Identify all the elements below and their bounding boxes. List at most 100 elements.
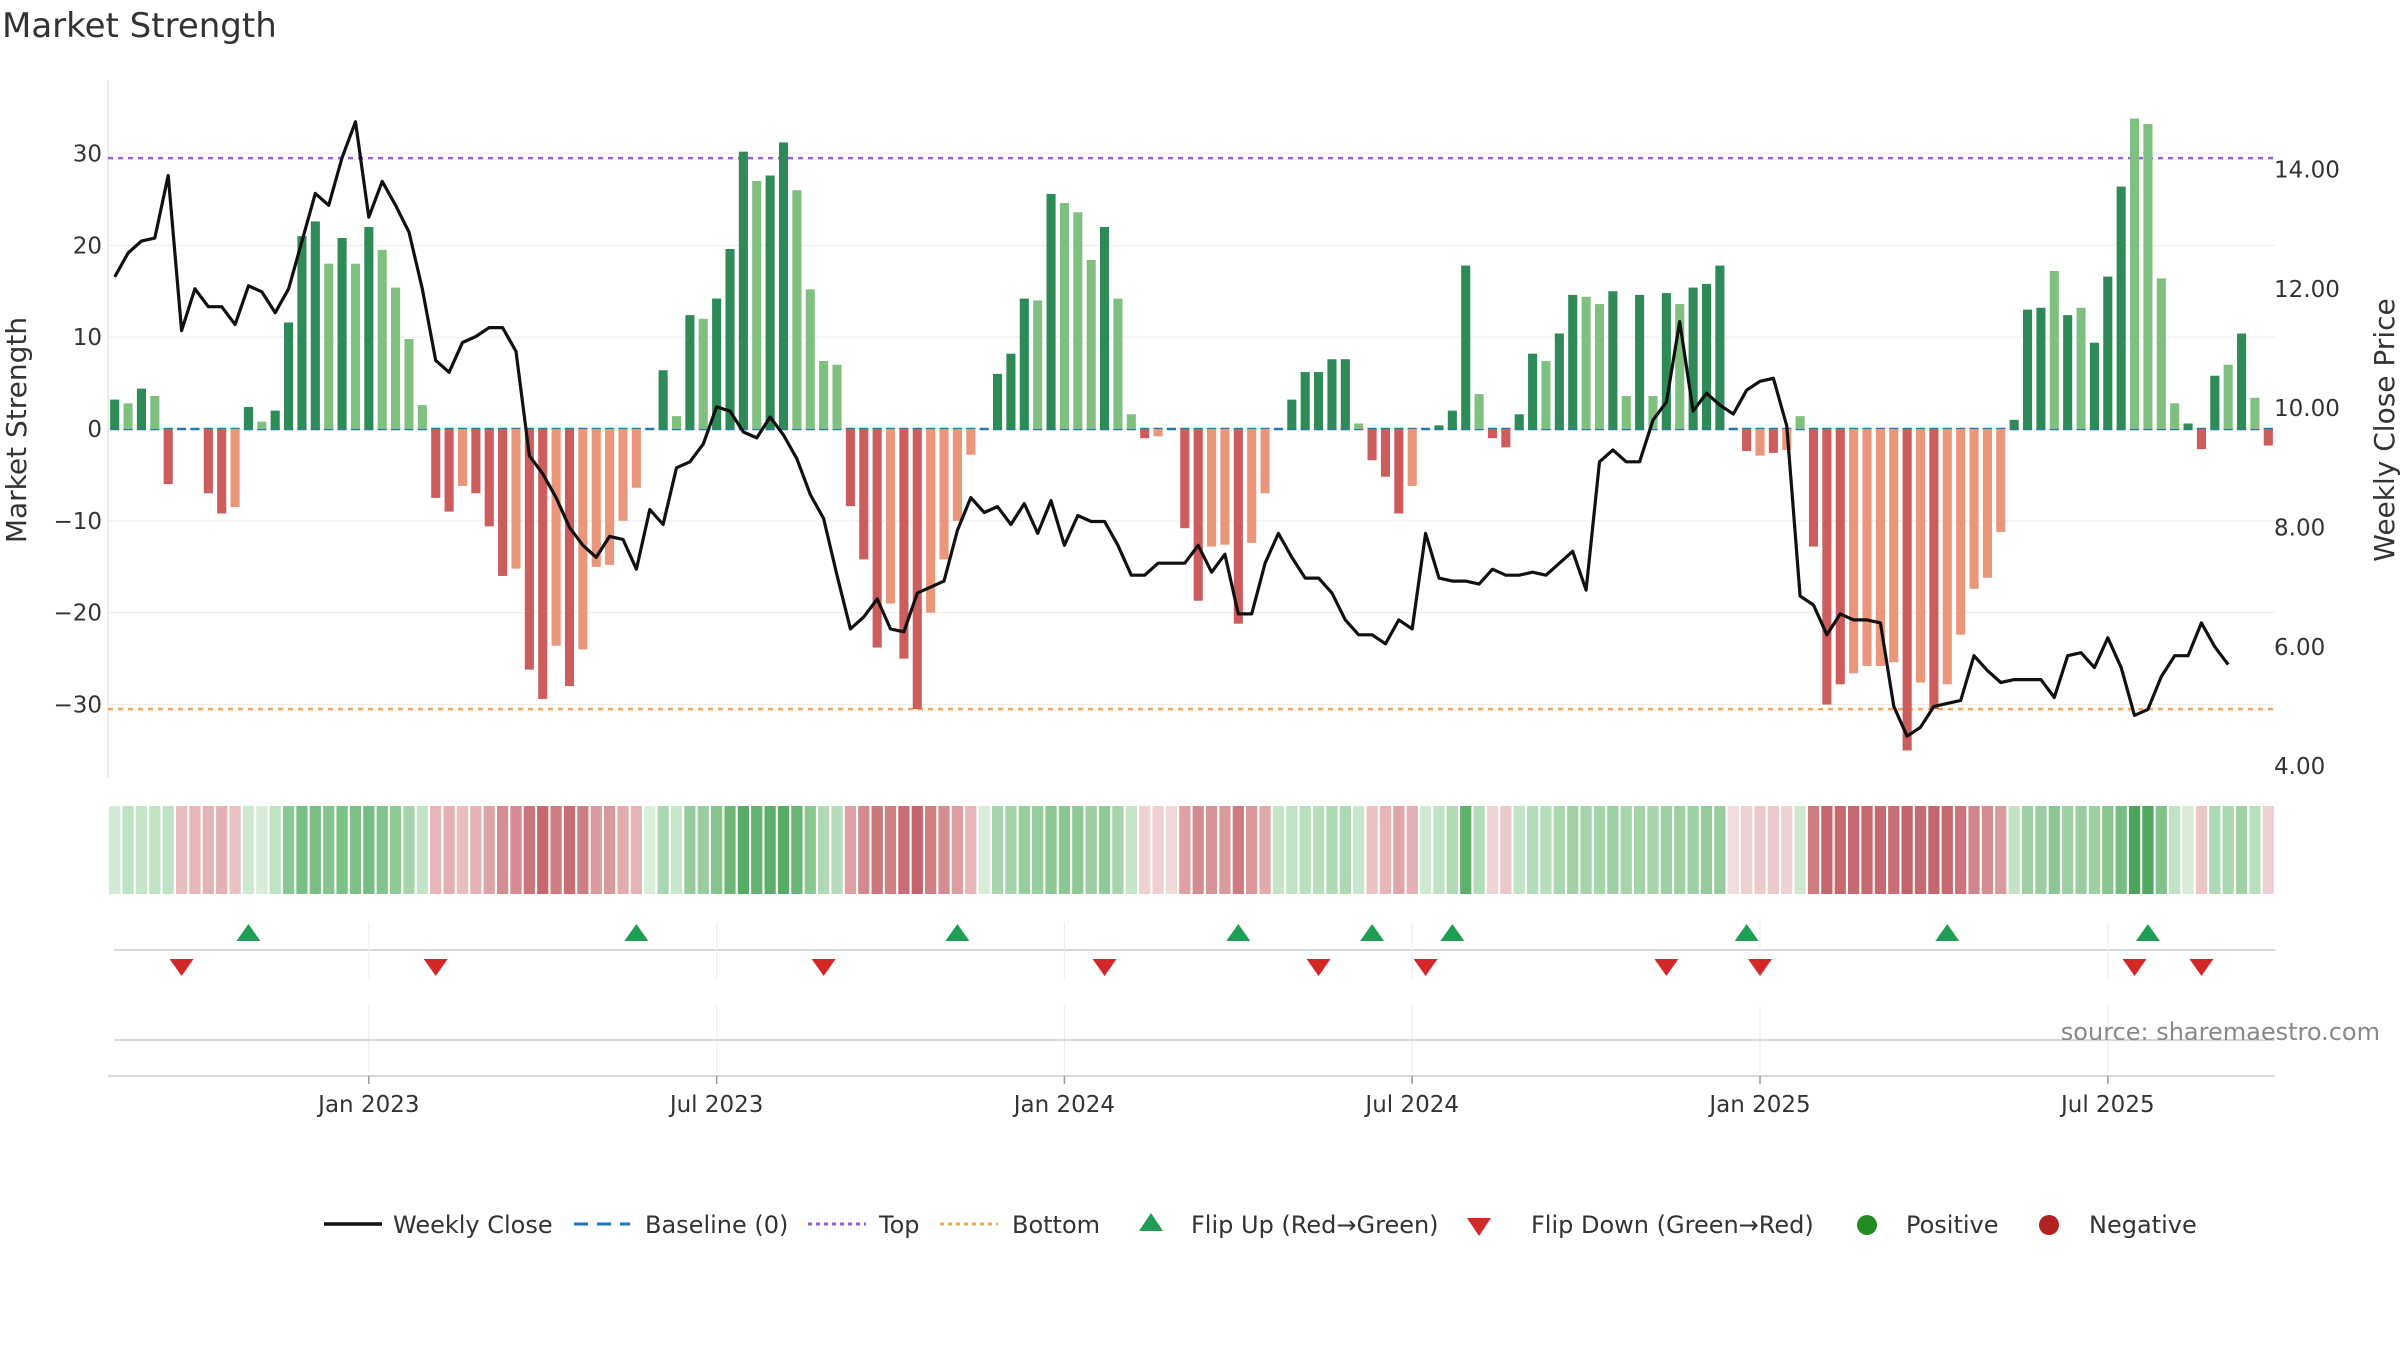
strength-bar <box>966 429 976 455</box>
strip-cell <box>604 806 616 894</box>
strip-cell <box>577 806 589 894</box>
x-tick-label: Jan 2025 <box>1707 1092 1810 1118</box>
strength-bar <box>952 429 962 521</box>
strength-bar <box>1929 429 1939 710</box>
strength-bar <box>484 429 494 527</box>
strength-bar <box>1541 361 1551 429</box>
strength-bar <box>1140 429 1150 439</box>
strength-bar <box>872 429 882 648</box>
strip-cell <box>537 806 549 894</box>
strip-cell <box>2182 806 2194 894</box>
strip-cell <box>1607 806 1619 894</box>
x-tick-label: Jan 2024 <box>1012 1092 1115 1118</box>
strength-bar <box>1407 429 1417 486</box>
flip-down-marker <box>1306 959 1331 976</box>
strip-cell <box>1139 806 1151 894</box>
strip-cell <box>1085 806 1097 894</box>
empty-panel <box>114 1005 2275 1072</box>
strength-bar <box>2063 315 2073 429</box>
strip-cell <box>1807 806 1820 894</box>
strip-cell <box>1647 806 1659 894</box>
strip-cell <box>229 806 241 894</box>
strength-bar <box>2183 423 2193 429</box>
y2-tick-label: 14.00 <box>2274 157 2340 183</box>
flip-down-marker <box>811 959 836 976</box>
strength-bar <box>765 175 775 429</box>
flip-up-marker <box>1360 924 1385 941</box>
strength-bar <box>1742 429 1752 452</box>
flip-down-marker <box>169 959 194 976</box>
strength-bar <box>1153 429 1163 437</box>
strip-cell <box>2155 806 2167 894</box>
strength-bar <box>1902 429 1912 751</box>
strength-bar <box>1287 399 1297 429</box>
strength-bar <box>1380 429 1391 477</box>
strength-bar <box>337 237 347 429</box>
strip-cell <box>1246 806 1258 894</box>
strength-bar <box>2263 429 2273 446</box>
strength-bar <box>1314 372 1324 429</box>
strip-cell <box>296 806 308 894</box>
strength-bar <box>1969 429 1979 589</box>
strip-cell <box>1741 806 1753 894</box>
legend-positive-label: Positive <box>1906 1211 1999 1239</box>
legend-weekly-close-label: Weekly Close <box>393 1211 553 1239</box>
strip-cell <box>496 806 509 894</box>
strength-bar <box>1554 333 1564 429</box>
strip-cell <box>630 806 642 894</box>
flip-down-marker <box>2189 959 2214 976</box>
strength-bar <box>1768 429 1778 453</box>
y-tick-label: 10 <box>73 325 102 351</box>
strip-cell <box>269 806 281 894</box>
strength-bar <box>498 429 508 576</box>
strength-bar <box>618 429 628 521</box>
strength-bar <box>899 429 909 659</box>
strength-bar <box>1367 429 1377 461</box>
strip-cell <box>938 806 950 894</box>
strength-bar <box>230 429 240 508</box>
y-axis-title: Market Strength <box>0 317 33 543</box>
strength-bar <box>1862 429 1872 666</box>
strip-cell <box>1205 806 1218 894</box>
strength-bar <box>2103 276 2113 429</box>
strip-cell <box>644 806 656 894</box>
strength-bar <box>725 248 735 429</box>
strip-cell <box>1125 806 1137 894</box>
strip-cell <box>122 806 134 894</box>
strength-bar <box>912 429 922 710</box>
strength-bar <box>2143 124 2153 429</box>
strip-cell <box>617 806 629 894</box>
legend-flip-up-icon <box>1139 1213 1163 1231</box>
flip-down-marker <box>1654 959 1679 976</box>
strip-cell <box>149 806 161 894</box>
strength-bar <box>538 429 548 700</box>
strength-bar <box>1715 265 1725 429</box>
strength-bar <box>1394 429 1404 514</box>
strength-bar <box>243 406 254 429</box>
legend-flip-down-icon <box>1467 1218 1491 1236</box>
strength-bars <box>110 118 2273 751</box>
chart-title: Market Strength <box>2 6 277 46</box>
y-axis-right: 4.00 6.00 8.00 10.00 12.00 14.00 <box>2274 157 2340 780</box>
y-axis-left: −30 −20 −10 0 10 20 30 <box>53 141 102 718</box>
strip-cell <box>711 806 723 894</box>
strength-bar <box>1233 429 1243 624</box>
legend-bottom-label: Bottom <box>1012 1211 1100 1239</box>
strength-bar <box>1608 291 1618 429</box>
strip-cell <box>2088 806 2101 894</box>
strip-cell <box>858 806 870 894</box>
strip-cell <box>2222 806 2234 894</box>
strip-cell <box>1259 806 1271 894</box>
strip-cell <box>1593 806 1606 894</box>
strip-cell <box>1419 806 1432 894</box>
strip-cell <box>1968 806 1980 894</box>
strength-bar <box>2076 307 2086 429</box>
strip-cell <box>1446 806 1458 894</box>
strip-cell <box>1286 806 1298 894</box>
strength-bar <box>297 236 307 429</box>
strength-bar <box>471 429 481 494</box>
flip-up-marker <box>1440 924 1465 941</box>
strip-cell <box>777 806 790 894</box>
y-tick-label: −30 <box>53 693 102 719</box>
strip-cell <box>791 806 803 894</box>
